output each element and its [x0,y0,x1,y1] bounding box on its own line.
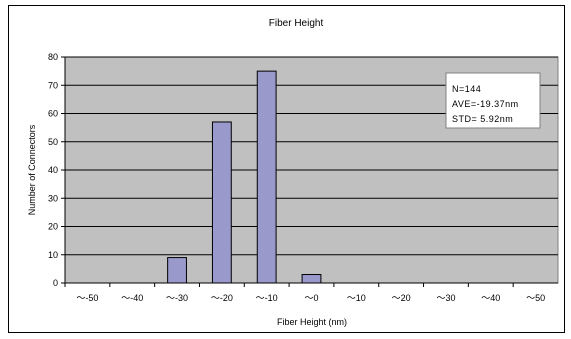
x-tick-label: ～0 [304,293,318,303]
chart-title: Fiber Height [269,18,324,29]
x-tick-label: ～-50 [76,293,98,303]
x-tick-label: ～50 [526,293,545,303]
bars [167,70,322,284]
stats-count: N=144 [452,84,481,94]
x-tick-label: ～10 [347,293,366,303]
y-axis-title: Number of Connectors [27,124,37,215]
y-tick-label: 40 [48,165,58,175]
y-tick-label: 60 [48,109,58,119]
y-tick-label: 80 [48,52,58,62]
x-tick-label: ～30 [436,293,455,303]
x-tick-label: ～40 [481,293,500,303]
stats-box-bg [445,72,541,129]
grid-lines [65,56,558,256]
y-tick-label: 20 [48,222,58,232]
bar [211,121,232,284]
x-tick-label: ～-10 [256,293,278,303]
x-tick-label: ～20 [392,293,411,303]
bar [256,70,277,284]
stats-std: STD= 5.92nm [452,114,513,124]
bar [167,257,187,284]
x-ticks: ～-50 ～-40 ～-30 ～-20 ～-10 ～0 ～10 ～20 ～30 ～40 ～50 [64,283,545,303]
y-tick-label: 0 [53,278,58,288]
stats-annotation-box: N=144 AVE=-19.37nm STD= 5.92nm [445,72,541,129]
x-axis-title: Fiber Height (nm) [277,317,347,327]
bar [301,274,322,284]
x-tick-label: ～-40 [121,293,143,303]
y-tick-label: 50 [48,137,58,147]
stats-average: AVE=-19.37nm [452,99,519,109]
y-tick-label: 30 [48,193,58,203]
x-tick-label: ～-30 [166,293,188,303]
y-tick-label: 70 [48,80,58,90]
y-tick-label: 10 [48,250,58,260]
y-ticks: 0 10 20 30 40 50 60 70 80 [48,52,65,288]
x-tick-label: ～-20 [211,293,233,303]
